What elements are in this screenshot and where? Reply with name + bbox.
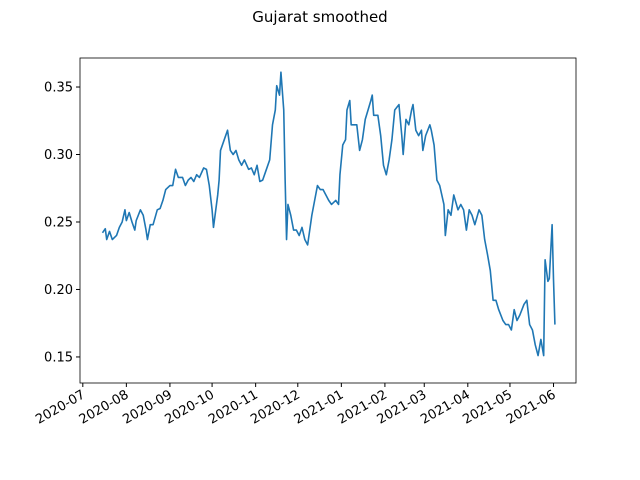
y-tick-label: 0.15 — [44, 350, 73, 365]
x-tick-label: 2020-07 — [33, 387, 88, 427]
chart-title: Gujarat smoothed — [252, 8, 387, 26]
y-tick-label: 0.35 — [44, 81, 73, 96]
x-tick-label: 2021-06 — [504, 387, 559, 427]
y-tick-label: 0.30 — [44, 148, 73, 163]
y-tick-label: 0.20 — [44, 283, 73, 298]
line — [101, 71, 556, 357]
x-tick-label: 2020-08 — [77, 387, 132, 427]
y-tick-label: 0.25 — [44, 215, 73, 230]
plot-frame — [79, 57, 577, 384]
x-tick-label: 2021-01 — [292, 387, 347, 427]
